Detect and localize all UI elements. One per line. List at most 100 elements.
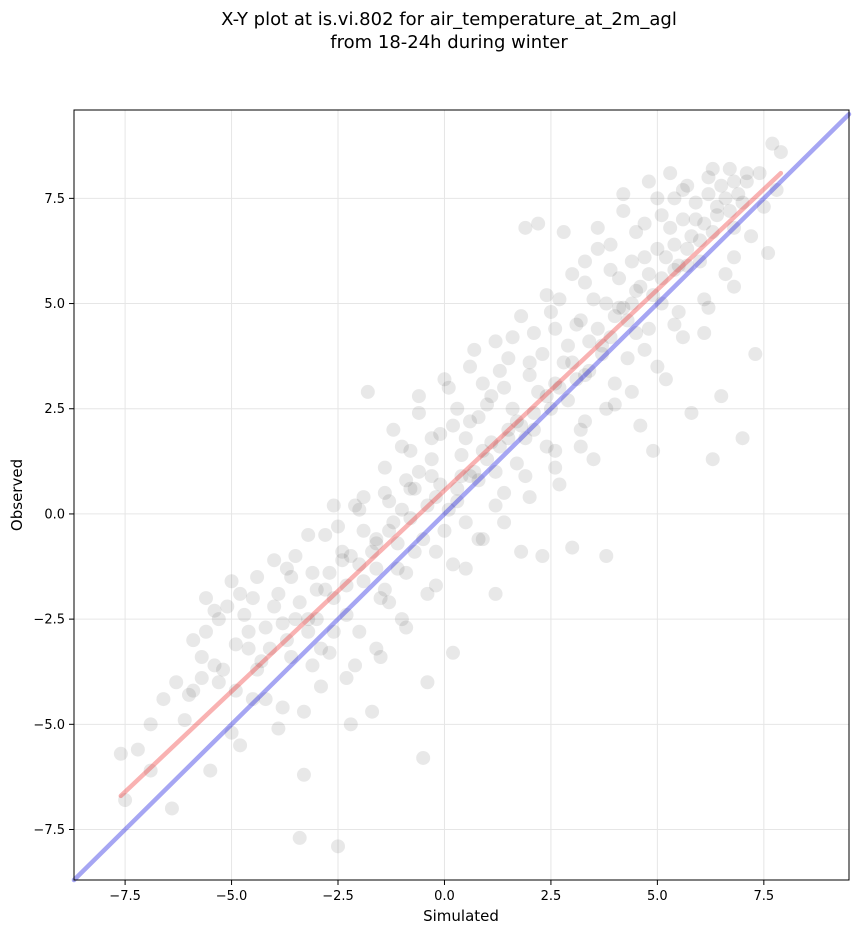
data-point-243 xyxy=(565,355,580,370)
data-point-210 xyxy=(675,212,690,227)
data-point-312 xyxy=(445,557,460,572)
data-point-239 xyxy=(514,418,529,433)
data-point-175 xyxy=(684,229,699,244)
data-point-50 xyxy=(377,460,392,475)
data-point-42 xyxy=(343,717,358,732)
x-tick-label-3: 0.0 xyxy=(434,889,455,904)
x-tick-label-6: 7.5 xyxy=(753,889,774,904)
data-point-64 xyxy=(437,523,452,538)
data-point-85 xyxy=(526,405,541,420)
data-point-281 xyxy=(514,309,529,324)
x-tick-label-0: −7.5 xyxy=(109,889,141,904)
data-point-47 xyxy=(365,704,380,719)
data-point-297 xyxy=(450,401,465,416)
data-point-187 xyxy=(369,536,384,551)
data-point-225 xyxy=(331,519,346,534)
data-point-46 xyxy=(360,384,375,399)
data-point-226 xyxy=(343,549,358,564)
data-point-16 xyxy=(233,738,248,753)
data-point-137 xyxy=(748,347,763,362)
data-point-6 xyxy=(186,683,201,698)
data-point-11 xyxy=(211,675,226,690)
data-point-182 xyxy=(275,616,290,631)
data-point-236 xyxy=(475,443,490,458)
y-tick-label-0: −7.5 xyxy=(33,823,65,838)
y-tick-label-4: 2.5 xyxy=(44,402,65,417)
data-point-151 xyxy=(377,582,392,597)
data-point-0 xyxy=(113,746,128,761)
reference-lines xyxy=(71,111,852,883)
data-point-63 xyxy=(433,426,448,441)
chart-title-line1: X-Y plot at is.vi.802 for air_temperatur… xyxy=(221,9,677,30)
data-point-184 xyxy=(322,565,337,580)
data-point-253 xyxy=(692,254,707,269)
x-tick-label-5: 5.0 xyxy=(647,889,668,904)
data-point-211 xyxy=(688,195,703,210)
data-point-202 xyxy=(573,313,588,328)
data-point-249 xyxy=(641,267,656,282)
data-point-114 xyxy=(650,191,665,206)
data-point-192 xyxy=(445,418,460,433)
data-point-120 xyxy=(675,182,690,197)
data-point-159 xyxy=(480,452,495,467)
data-point-112 xyxy=(641,321,656,336)
x-tick-label-1: −5.0 xyxy=(216,889,248,904)
data-point-220 xyxy=(258,620,273,635)
data-point-277 xyxy=(411,389,426,404)
data-point-240 xyxy=(526,422,541,437)
data-point-133 xyxy=(731,187,746,202)
data-point-27 xyxy=(284,649,299,664)
data-point-290 xyxy=(267,553,282,568)
data-point-215 xyxy=(739,166,754,181)
data-point-155 xyxy=(428,490,443,505)
y-tick-label-2: −2.5 xyxy=(33,613,65,628)
data-point-130 xyxy=(718,267,733,282)
data-point-9 xyxy=(203,763,218,778)
data-point-17 xyxy=(237,607,252,622)
data-point-204 xyxy=(599,296,614,311)
data-point-77 xyxy=(492,363,507,378)
data-point-127 xyxy=(705,452,720,467)
data-point-259 xyxy=(250,662,265,677)
data-point-252 xyxy=(680,241,695,256)
data-point-142 xyxy=(769,182,784,197)
data-point-132 xyxy=(727,220,742,235)
data-point-221 xyxy=(271,586,286,601)
data-point-262 xyxy=(339,607,354,622)
data-point-258 xyxy=(224,725,239,740)
data-point-167 xyxy=(582,334,597,349)
data-point-231 xyxy=(407,481,422,496)
data-point-267 xyxy=(488,498,503,513)
data-point-229 xyxy=(382,523,397,538)
data-point-129 xyxy=(714,389,729,404)
data-point-190 xyxy=(411,464,426,479)
data-point-40 xyxy=(335,553,350,568)
data-point-285 xyxy=(616,187,631,202)
data-point-140 xyxy=(761,246,776,261)
data-point-66 xyxy=(445,645,460,660)
data-point-34 xyxy=(309,582,324,597)
data-point-150 xyxy=(365,544,380,559)
data-points xyxy=(113,136,788,854)
data-point-117 xyxy=(663,166,678,181)
data-point-32 xyxy=(301,612,316,627)
data-point-87 xyxy=(535,549,550,564)
data-point-171 xyxy=(633,279,648,294)
data-point-322 xyxy=(701,300,716,315)
data-point-224 xyxy=(318,582,333,597)
data-point-326 xyxy=(177,713,192,728)
data-point-76 xyxy=(488,586,503,601)
data-point-244 xyxy=(577,368,592,383)
data-point-282 xyxy=(539,288,554,303)
data-point-3 xyxy=(143,763,158,778)
data-point-15 xyxy=(228,683,243,698)
data-point-65 xyxy=(441,380,456,395)
x-axis-label: Simulated xyxy=(423,907,499,925)
data-point-79 xyxy=(501,422,516,437)
x-tick-label-4: 2.5 xyxy=(541,889,562,904)
grid xyxy=(74,110,849,880)
data-point-317 xyxy=(573,439,588,454)
data-point-271 xyxy=(607,376,622,391)
data-point-24 xyxy=(271,721,286,736)
data-point-177 xyxy=(709,208,724,223)
